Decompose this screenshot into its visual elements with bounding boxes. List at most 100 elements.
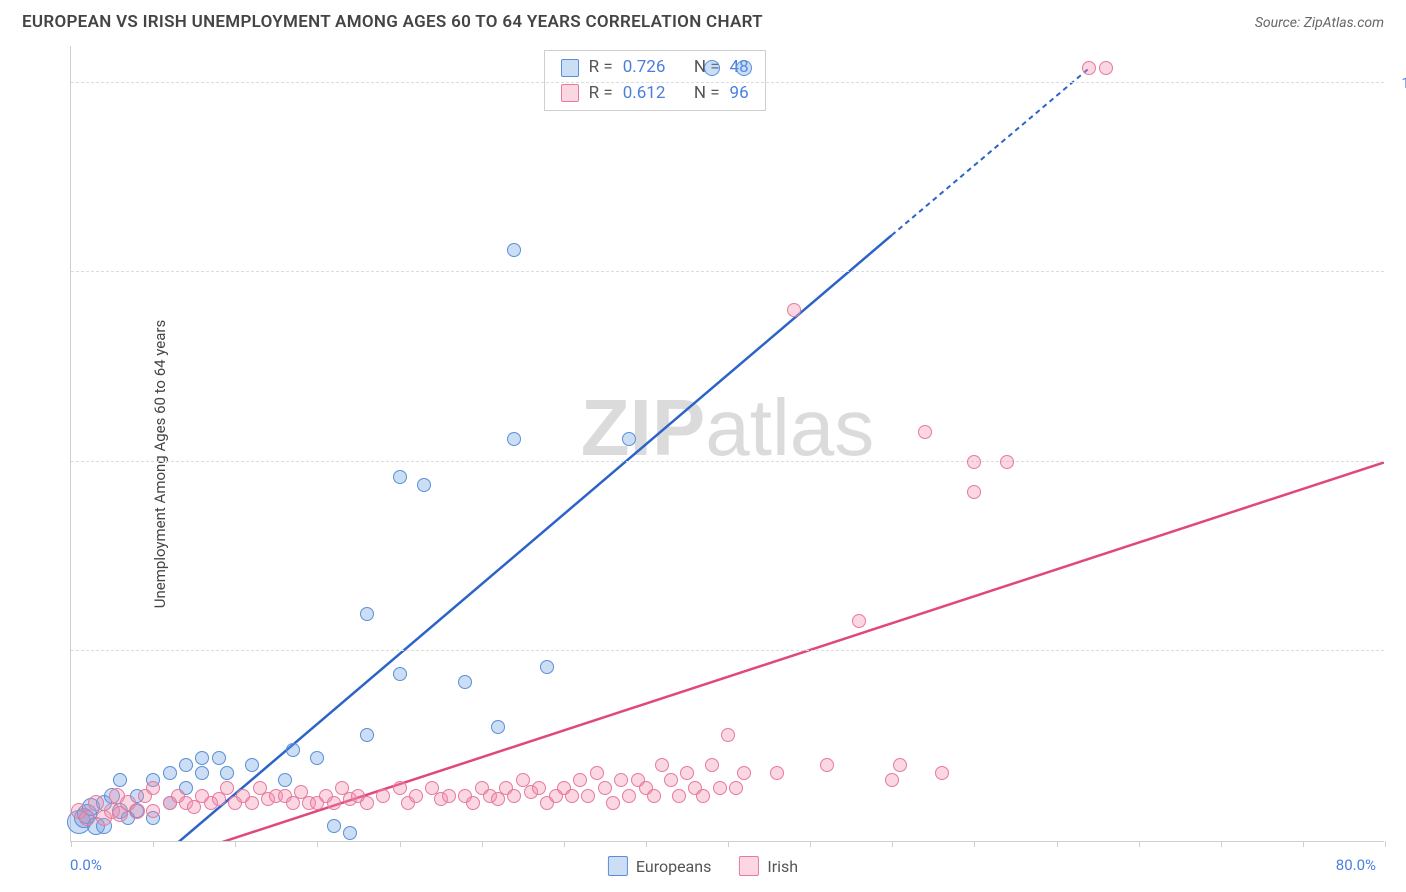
data-point	[360, 796, 374, 810]
data-point	[696, 789, 710, 803]
x-tick	[1221, 841, 1222, 847]
data-point	[721, 728, 735, 742]
data-point	[540, 660, 554, 674]
data-point	[146, 804, 160, 818]
data-point	[491, 720, 505, 734]
data-point	[327, 796, 341, 810]
data-point	[614, 773, 628, 787]
data-point	[310, 751, 324, 765]
correlation-row: R = 0.612 N = 96	[561, 81, 749, 107]
data-point	[442, 789, 456, 803]
data-point	[598, 781, 612, 795]
plot-area: ZIPatlas R = 0.726 N = 48R = 0.612 N = 9…	[70, 46, 1384, 842]
data-point	[736, 60, 752, 76]
data-point	[606, 796, 620, 810]
x-axis-min-label: 0.0%	[70, 856, 102, 874]
data-point	[113, 773, 127, 787]
legend-swatch-icon	[739, 856, 759, 876]
x-tick	[564, 841, 565, 847]
x-tick	[1057, 841, 1058, 847]
data-point	[573, 773, 587, 787]
data-point	[622, 789, 636, 803]
data-point	[507, 243, 521, 257]
data-point	[393, 781, 407, 795]
data-point	[713, 781, 727, 795]
data-point	[195, 766, 209, 780]
data-point	[327, 819, 341, 833]
data-point	[565, 789, 579, 803]
data-point	[129, 803, 145, 819]
data-point	[220, 766, 234, 780]
data-point	[79, 810, 95, 826]
data-point	[360, 607, 374, 621]
data-point	[967, 485, 981, 499]
x-tick	[1139, 841, 1140, 847]
data-point	[393, 667, 407, 681]
data-point	[179, 758, 193, 772]
data-point	[705, 758, 719, 772]
data-point	[655, 758, 669, 772]
data-point	[146, 781, 160, 795]
data-point	[770, 766, 784, 780]
data-point	[1099, 61, 1113, 75]
x-tick	[1303, 841, 1304, 847]
data-point	[245, 796, 259, 810]
series-legend: Europeans Irish	[608, 856, 798, 876]
data-point	[532, 781, 546, 795]
x-tick	[400, 841, 401, 847]
correlation-legend-box: R = 0.726 N = 48R = 0.612 N = 96	[544, 50, 766, 111]
data-point	[680, 766, 694, 780]
data-point	[466, 796, 480, 810]
gridline	[71, 82, 1384, 83]
x-tick	[728, 841, 729, 847]
y-tick-label: 100.0%	[1401, 74, 1406, 92]
data-point	[852, 614, 866, 628]
legend-label: Irish	[767, 857, 798, 876]
data-point	[88, 795, 104, 811]
legend-item: Irish	[739, 856, 798, 876]
data-point	[1000, 455, 1014, 469]
data-point	[343, 826, 357, 840]
data-point	[787, 303, 801, 317]
source-attribution: Source: ZipAtlas.com	[1255, 15, 1384, 31]
data-point	[664, 773, 678, 787]
data-point	[737, 766, 751, 780]
data-point	[820, 758, 834, 772]
chart-container: Unemployment Among Ages 60 to 64 years Z…	[22, 46, 1384, 882]
x-tick	[646, 841, 647, 847]
data-point	[220, 781, 234, 795]
x-tick	[974, 841, 975, 847]
legend-item: Europeans	[608, 856, 711, 876]
chart-title: EUROPEAN VS IRISH UNEMPLOYMENT AMONG AGE…	[22, 12, 763, 32]
x-tick	[317, 841, 318, 847]
data-point	[647, 789, 661, 803]
x-tick	[235, 841, 236, 847]
watermark: ZIPatlas	[581, 382, 874, 474]
x-tick	[71, 841, 72, 847]
x-tick	[810, 841, 811, 847]
data-point	[360, 728, 374, 742]
data-point	[622, 432, 636, 446]
data-point	[507, 432, 521, 446]
data-point	[581, 789, 595, 803]
data-point	[918, 425, 932, 439]
data-point	[672, 789, 686, 803]
x-tick	[1385, 841, 1386, 847]
data-point	[393, 470, 407, 484]
data-point	[409, 789, 423, 803]
correlation-row: R = 0.726 N = 48	[561, 55, 749, 81]
data-point	[507, 789, 521, 803]
data-point	[729, 781, 743, 795]
data-point	[967, 455, 981, 469]
x-tick	[892, 841, 893, 847]
gridline	[71, 650, 1384, 651]
data-point	[376, 789, 390, 803]
data-point	[893, 758, 907, 772]
data-point	[195, 751, 209, 765]
data-point	[286, 743, 300, 757]
data-point	[163, 766, 177, 780]
x-tick	[482, 841, 483, 847]
gridline	[71, 461, 1384, 462]
data-point	[704, 60, 720, 76]
data-point	[245, 758, 259, 772]
